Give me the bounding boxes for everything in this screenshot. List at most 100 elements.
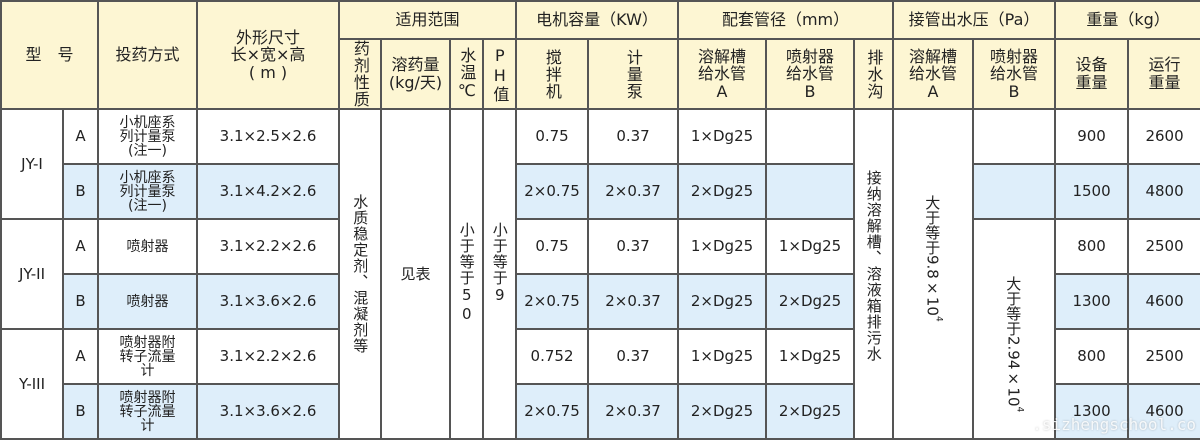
exponent: 4 (1014, 406, 1025, 413)
mixer-cell: 2×0.75 (515, 383, 590, 440)
dimensions-cell: 3.1×2.2×2.6 (196, 218, 341, 275)
model-cell: JY-I (0, 108, 64, 220)
run-weight-cell: 4600 (1127, 273, 1200, 330)
method-line: 小机座系 (119, 114, 176, 131)
sub-model-cell: A (61, 218, 100, 275)
pump-cell: 2×0.37 (587, 273, 680, 330)
header-agent-text: 药剂性质 (350, 40, 370, 108)
equip-weight-cell: 1300 (1054, 273, 1130, 330)
pump-cell: 2×0.37 (587, 383, 680, 440)
sub-model-cell: A (61, 108, 100, 165)
water-temp-cell-text: 小于等于50 (457, 111, 476, 324)
header-pump: 计量泵 (587, 38, 680, 110)
header-pressure: 接管出水压（Pa） (892, 0, 1057, 40)
header-pump-text: 计量泵 (623, 48, 643, 100)
method-line: 列计量泵 (119, 183, 176, 200)
method-line: 转子流量 (119, 348, 176, 365)
dosing-method-cell: 小机座系 列计量泵 (注一) (97, 163, 199, 220)
equip-weight-cell: 800 (1054, 218, 1130, 275)
equip-weight-cell: 1500 (1054, 163, 1130, 220)
run-weight-cell: 2500 (1127, 218, 1200, 275)
header-dose-line: (kg/天) (388, 73, 443, 92)
line: A (716, 81, 728, 101)
pipe-b-cell: 2×Dg25 (765, 383, 856, 440)
pipe-a-cell: 2×Dg25 (677, 163, 768, 220)
method-line: 列计量泵 (119, 128, 176, 145)
line: 喷射器 (990, 46, 1039, 66)
pipe-b-cell (765, 163, 856, 220)
header-pressure-a: 溶解槽 给水管 A (892, 38, 975, 110)
header-pipe: 配套管径（mm） (677, 0, 895, 40)
run-weight-cell: 2500 (1127, 328, 1200, 385)
exponent: 4 (933, 315, 944, 322)
agent-cell-text: 水质稳定剂、混凝剂等 (351, 194, 369, 354)
header-dimensions-line: 长×宽×高 (230, 45, 306, 65)
ph-cell-value: 小于等于9 (490, 222, 509, 305)
header-ph: PH值 (482, 38, 518, 110)
header-water-temp-text: 水温℃ (457, 47, 477, 101)
ph-cell-text: 小于等于9 (490, 111, 509, 305)
watermark: .sizhengschool.co (1032, 415, 1196, 434)
pressure-b-cell (972, 163, 1057, 220)
dimensions-cell: 3.1×2.5×2.6 (196, 108, 341, 165)
pump-cell: 0.37 (587, 108, 680, 165)
dosing-method-cell: 喷射器 (97, 273, 199, 330)
header-drain-text: 排水沟 (864, 48, 884, 100)
drain-cell-value: 接纳溶解槽、溶液箱排污水 (864, 170, 883, 362)
sub-model-cell: B (61, 163, 100, 220)
dimensions-cell: 3.1×3.6×2.6 (196, 383, 341, 440)
equip-weight-cell: 800 (1054, 328, 1130, 385)
dimensions-cell: 3.1×4.2×2.6 (196, 163, 341, 220)
line: 给水管 (698, 64, 747, 84)
header-run-weight: 运行 重量 (1127, 38, 1200, 110)
run-weight-cell: 4600 (1127, 383, 1200, 440)
table-row: JY-I A 小机座系 列计量泵 (注一) 3.1×2.5×2.6 水质稳定剂、混凝剂等 见表… (0, 108, 1200, 440)
header-equip-weight: 设备 重量 (1054, 38, 1130, 110)
line: 设备 (1075, 55, 1108, 75)
water-temp-cell: 小于等于50 (449, 108, 485, 440)
header-water-temp: 水温℃ (449, 38, 485, 110)
method-line: (注一) (128, 197, 167, 214)
pressure-b-cell-text: 大于等于2.94×104 (1004, 246, 1025, 413)
header-model: 型 号 (0, 0, 100, 110)
mixer-cell: 0.75 (515, 108, 590, 165)
pump-cell: 2×0.37 (587, 163, 680, 220)
method-line: 转子流量 (119, 403, 176, 420)
line: 给水管 (786, 64, 835, 84)
pipe-b-cell: 1×Dg25 (765, 328, 856, 385)
method-line: 喷射器附 (119, 389, 176, 406)
pipe-a-cell: 1×Dg25 (677, 108, 768, 165)
dosing-method-cell: 喷射器附 转子流量计 (97, 383, 199, 440)
header-dosing-method: 投药方式 (97, 0, 199, 110)
mixer-cell: 0.75 (515, 218, 590, 275)
pressure-a-cell-text: 大于等于9.8×104 (923, 111, 944, 322)
table-row: B 喷射器附 转子流量计 3.1×3.6×2.6 2×0.75 2×0.37 2×Dg25 2… (1, 383, 1200, 440)
agent-cell: 水质稳定剂、混凝剂等 (338, 108, 383, 440)
mixer-cell: 2×0.75 (515, 273, 590, 330)
header-scope: 适用范围 (338, 0, 518, 40)
line: B (1008, 81, 1020, 101)
pressure-b-cell (972, 108, 1057, 165)
water-temp-cell-value: 小于等于50 (457, 222, 476, 324)
header-drain: 排水沟 (853, 38, 895, 110)
pressure-a-cell: 大于等于9.8×104 (892, 108, 975, 440)
pipe-b-cell: 2×Dg25 (765, 273, 856, 330)
header-weight: 重量（kg） (1054, 0, 1200, 40)
table-row: B 小机座系 列计量泵 (注一) 3.1×4.2×2.6 2×0.75 2×0.37 2×Dg… (1, 163, 1200, 220)
header-pipe-b: 喷射器 给水管 B (765, 38, 856, 110)
method-line: (注一) (128, 142, 167, 159)
method-line: 计 (140, 362, 155, 379)
method-line: 喷射器附 (119, 334, 176, 351)
dosing-method-cell: 喷射器 (97, 218, 199, 275)
pump-cell: 0.37 (587, 218, 680, 275)
dosing-method-cell: 喷射器附 转子流量计 (97, 328, 199, 385)
sub-model-cell: B (61, 273, 100, 330)
header-pipe-a: 溶解槽 给水管 A (677, 38, 768, 110)
pipe-a-cell: 2×Dg25 (677, 273, 768, 330)
line: 重量 (1075, 73, 1108, 92)
pressure-b-cell: 大于等于2.94×104 (972, 218, 1057, 440)
dimensions-cell: 3.1×2.2×2.6 (196, 328, 341, 385)
line: 喷射器 (786, 46, 835, 66)
method-line: 喷射器 (126, 238, 169, 255)
